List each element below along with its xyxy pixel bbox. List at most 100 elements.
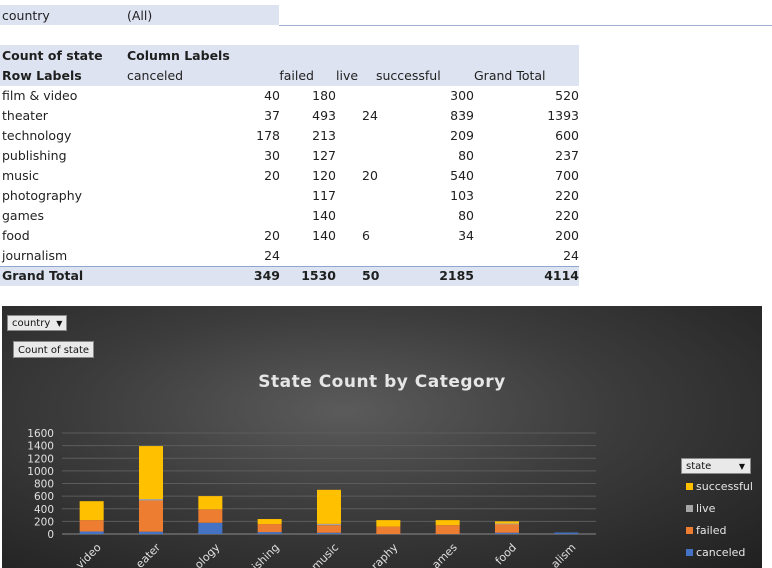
pivot-cell-canceled: 30	[264, 148, 280, 163]
legend-item-failed[interactable]: failed	[686, 524, 726, 538]
pivot-cell-failed: 120	[312, 168, 336, 183]
bar-segment-successful[interactable]	[317, 489, 341, 524]
pivot-cell-canceled: 24	[264, 248, 280, 263]
filter-divider	[279, 25, 772, 26]
x-tick-label: food	[493, 541, 519, 567]
bar-segment-failed[interactable]	[198, 509, 223, 523]
legend-swatch	[686, 527, 693, 534]
pivot-row-label[interactable]: technology	[2, 128, 72, 143]
pivot-cell-successful: 209	[450, 128, 474, 143]
pivot-row-label[interactable]: film & video	[2, 88, 78, 103]
pivot-cell-successful: 103	[450, 188, 474, 203]
pivot-value-field[interactable]: Count of state	[2, 48, 103, 63]
filter-field-label: country	[2, 8, 50, 23]
pivot-cell-live	[362, 186, 392, 206]
pivot-row-label[interactable]: journalism	[2, 248, 68, 263]
legend-label: failed	[696, 524, 727, 537]
legend-item-live[interactable]: live	[686, 502, 715, 516]
legend-item-canceled[interactable]: canceled	[686, 546, 745, 560]
pivot-row-label[interactable]: music	[2, 168, 39, 183]
bar-segment-canceled[interactable]	[554, 532, 579, 534]
pivot-cell-live	[362, 126, 392, 146]
pivot-cell-canceled: 40	[264, 88, 280, 103]
bar-segment-successful[interactable]	[495, 521, 519, 524]
pivot-cell-grand-total: 700	[555, 168, 579, 183]
legend-item-successful[interactable]: successful	[686, 480, 753, 494]
pivot-cell-failed: 117	[312, 188, 336, 203]
pivot-cell-successful: 80	[458, 148, 474, 163]
pivot-col-header-live: live	[336, 68, 359, 83]
pivot-cell-failed: 127	[312, 148, 336, 163]
pivot-cell-grand-total: 24	[563, 248, 579, 263]
legend-swatch	[686, 483, 693, 490]
pivot-column-labels[interactable]: Column Labels	[127, 48, 230, 63]
bar-segment-failed[interactable]	[435, 525, 460, 534]
bar-segment-canceled[interactable]	[317, 532, 341, 534]
pivot-cell-successful: 80	[458, 208, 474, 223]
pivot-row-label[interactable]: games	[2, 208, 44, 223]
x-tick-label: eater	[133, 541, 163, 568]
bar-segment-successful[interactable]	[257, 519, 282, 525]
y-tick-label: 1400	[27, 441, 54, 453]
pivot-row-label[interactable]: publishing	[2, 148, 67, 163]
pivot-row-label[interactable]: food	[2, 228, 30, 243]
pivot-cell-canceled: 37	[264, 108, 280, 123]
bar-segment-successful[interactable]	[198, 496, 223, 510]
grand-total-label: Grand Total	[2, 268, 84, 283]
y-tick-label: 1600	[27, 428, 54, 440]
pivot-row-labels[interactable]: Row Labels	[2, 68, 82, 83]
filter-value[interactable]: (All)	[127, 8, 153, 23]
pivot-cell-failed: 140	[312, 208, 336, 223]
pivot-cell-failed	[256, 246, 336, 266]
bar-segment-successful[interactable]	[79, 501, 104, 521]
legend-label: successful	[696, 480, 753, 493]
bar-segment-successful[interactable]	[435, 520, 460, 526]
y-tick-label: 0	[47, 529, 54, 541]
pivot-cell-canceled: 20	[264, 228, 280, 243]
pivot-cell-live: 24	[362, 108, 378, 123]
bar-segment-failed[interactable]	[79, 520, 104, 532]
pivot-cell-failed: 493	[312, 108, 336, 123]
bar-segment-failed[interactable]	[495, 523, 519, 533]
grand-total-divider	[0, 266, 579, 267]
bar-segment-successful[interactable]	[139, 446, 163, 500]
pivot-row-label[interactable]: photography	[2, 188, 83, 203]
chart-value-field-button[interactable]: Count of state	[13, 341, 95, 358]
bar-segment-live[interactable]	[495, 523, 519, 525]
pivot-row-label[interactable]: theater	[2, 108, 48, 123]
pivot-cell-live	[362, 206, 392, 226]
x-tick-label: ames	[429, 541, 460, 568]
pivot-cell-grand-total: 237	[555, 148, 579, 163]
bar-segment-canceled[interactable]	[139, 531, 163, 534]
bar-segment-canceled[interactable]	[257, 532, 282, 534]
pivot-cell-failed: 213	[312, 128, 336, 143]
x-tick-label: alism	[549, 541, 579, 568]
bar-segment-failed[interactable]	[257, 524, 282, 533]
pivot-cell-successful: 839	[450, 108, 474, 123]
bar-segment-failed[interactable]	[376, 526, 401, 534]
x-tick-label: ishing	[249, 541, 281, 568]
bar-segment-live[interactable]	[139, 499, 163, 501]
legend-field-button[interactable]: state ▼	[681, 458, 751, 474]
grand-total-band	[0, 267, 579, 286]
legend-label: canceled	[696, 546, 746, 559]
bar-segment-canceled[interactable]	[79, 531, 104, 534]
pivot-cell-grand-total: 520	[555, 88, 579, 103]
pivot-chart[interactable]: country ▼ Count of state State Count by C…	[2, 306, 762, 568]
chart-filter-label: country	[12, 318, 51, 329]
y-tick-label: 800	[34, 479, 54, 491]
bar-segment-live[interactable]	[317, 523, 341, 526]
grand-total-grand-total: 4114	[544, 268, 579, 283]
x-tick-label: video	[73, 541, 104, 568]
bar-segment-canceled[interactable]	[495, 532, 519, 534]
bar-segment-canceled[interactable]	[198, 522, 223, 534]
x-tick-label: music	[309, 541, 341, 568]
pivot-cell-failed: 180	[312, 88, 336, 103]
y-tick-label: 400	[34, 504, 54, 516]
bar-segment-failed[interactable]	[139, 500, 163, 532]
bar-segment-failed[interactable]	[317, 525, 341, 533]
bar-segment-successful[interactable]	[376, 520, 401, 527]
chart-filter-button[interactable]: country ▼	[7, 315, 68, 331]
grand-total-live: 50	[362, 268, 380, 283]
